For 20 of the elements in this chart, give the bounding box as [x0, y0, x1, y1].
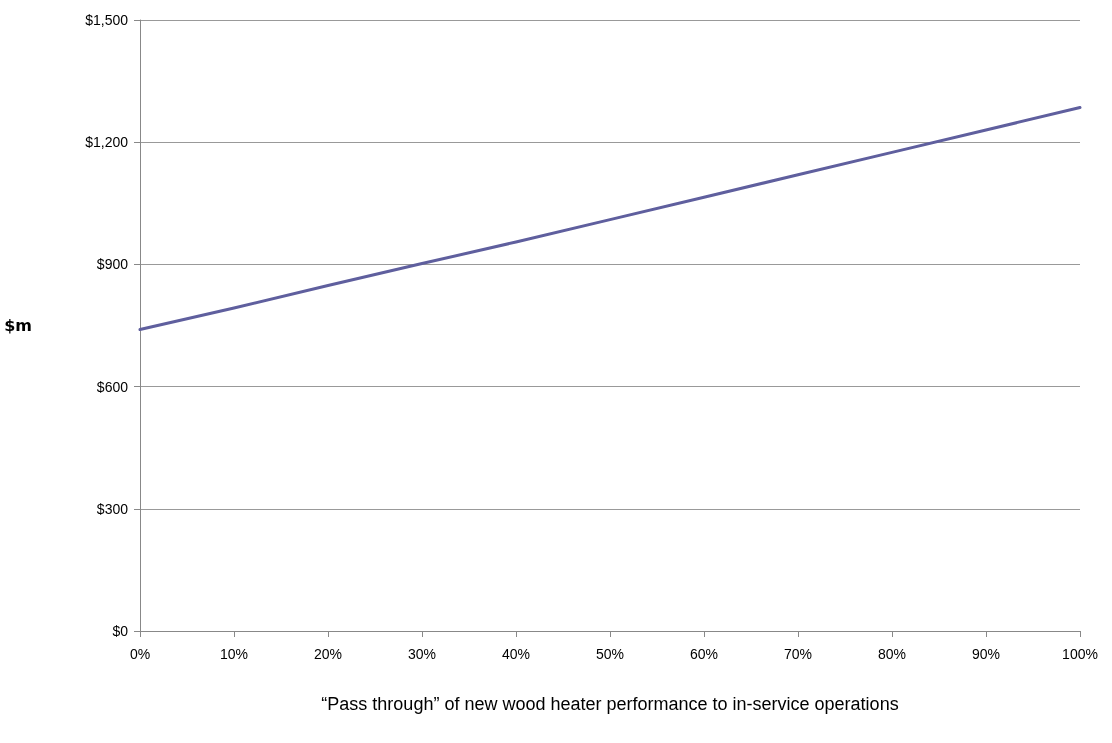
- x-tick-label: 70%: [783, 646, 813, 662]
- y-axis-title: $m: [4, 316, 32, 335]
- x-tick-label: 50%: [595, 646, 625, 662]
- x-tick-label: 30%: [407, 646, 437, 662]
- x-tick-label: 20%: [313, 646, 343, 662]
- x-tick-label: 0%: [129, 646, 151, 662]
- y-tick-label: $300: [96, 500, 129, 517]
- x-tick-label: 90%: [971, 646, 1001, 662]
- x-tick-label: 40%: [501, 646, 531, 662]
- x-tick-label: 100%: [1062, 646, 1098, 662]
- y-tick-label: $1,500: [85, 12, 129, 28]
- y-tick-label: $900: [96, 256, 129, 273]
- x-tick-label: 10%: [219, 646, 249, 662]
- x-tick-label: 60%: [689, 646, 719, 662]
- x-tick-label: 80%: [877, 646, 907, 662]
- y-tick-label: $600: [96, 378, 129, 395]
- y-tick-label: $0: [112, 623, 129, 639]
- y-tick-label: $1,200: [85, 134, 129, 151]
- line-series: [138, 106, 1082, 332]
- x-axis-title: “Pass through” of new wood heater performance to in-service operations: [321, 694, 899, 714]
